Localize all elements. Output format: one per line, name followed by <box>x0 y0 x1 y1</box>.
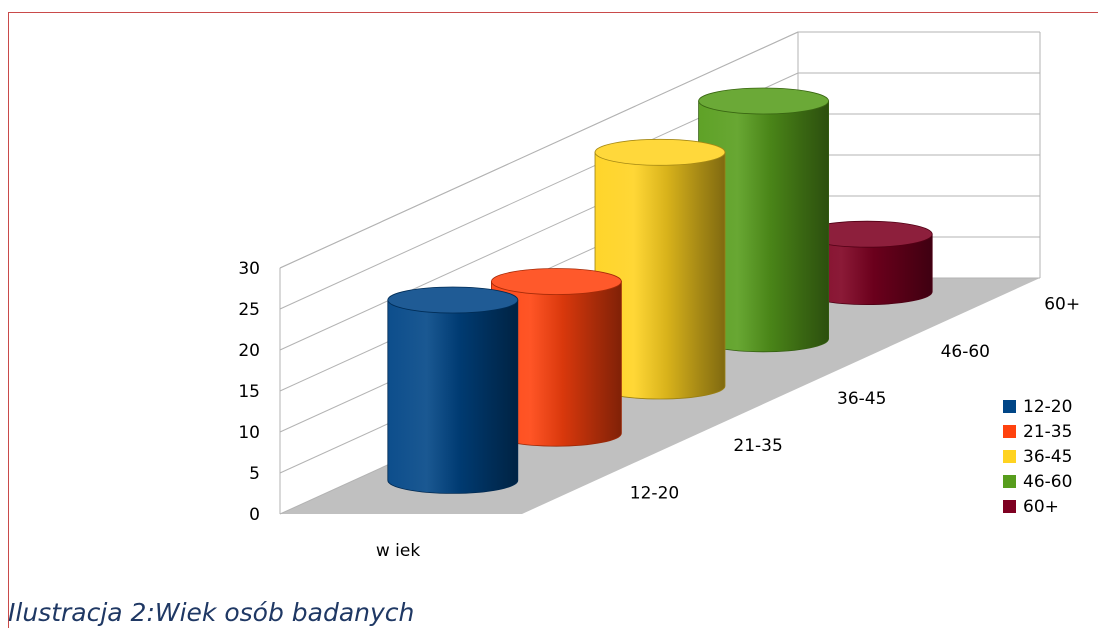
legend-item: 46-60 <box>1003 469 1072 494</box>
cylinder-top <box>387 286 519 314</box>
legend-item: 12-20 <box>1003 394 1072 419</box>
category-label: w iek <box>376 541 420 561</box>
cylinder-12-20 <box>387 286 519 494</box>
cylinders <box>387 87 933 494</box>
legend-swatch <box>1003 450 1016 463</box>
legend-label: 12-20 <box>1023 396 1073 417</box>
y-tick-label: 20 <box>238 341 260 361</box>
y-tick-label: 10 <box>238 423 260 443</box>
cylinder-46-60 <box>698 87 829 353</box>
legend-item: 21-35 <box>1003 419 1072 444</box>
figure-caption: Ilustracja 2:Wiek osób badanych <box>8 598 415 627</box>
y-tick-label: 30 <box>238 259 260 279</box>
cylinder-36-45 <box>594 138 726 400</box>
cylinder-top <box>698 87 829 115</box>
cylinder-top <box>491 268 622 295</box>
legend: 12-20 21-35 36-45 46-60 60+ <box>1003 394 1072 519</box>
legend-swatch <box>1003 500 1016 513</box>
cylinder-top <box>594 138 726 166</box>
chart-3d-cylinders: 0 5 10 15 20 25 30 60+ 46-60 36-45 21-35 12-20 w i… <box>238 31 1080 561</box>
legend-swatch <box>1003 475 1016 488</box>
depth-tick-label: 36-45 <box>837 389 886 409</box>
depth-tick-label: 46-60 <box>941 342 990 362</box>
gridline <box>279 31 799 269</box>
y-tick-label: 15 <box>238 382 260 402</box>
depth-axis: 60+ 46-60 36-45 21-35 12-20 <box>630 295 1080 504</box>
legend-item: 36-45 <box>1003 444 1072 469</box>
figure-frame <box>8 12 1098 628</box>
y-tick-label: 25 <box>238 300 260 320</box>
legend-label: 36-45 <box>1023 446 1073 467</box>
legend-label: 21-35 <box>1023 421 1073 442</box>
depth-tick-label: 12-20 <box>630 483 679 503</box>
legend-label: 60+ <box>1023 496 1059 517</box>
legend-label: 46-60 <box>1023 471 1073 492</box>
cylinder-body <box>387 299 519 494</box>
legend-swatch <box>1003 425 1016 438</box>
y-tick-label: 5 <box>249 464 260 484</box>
y-tick-label: 0 <box>249 505 260 525</box>
depth-tick-label: 21-35 <box>733 436 782 456</box>
legend-swatch <box>1003 400 1016 413</box>
legend-item: 60+ <box>1003 494 1072 519</box>
cylinder-21-35 <box>491 268 622 447</box>
depth-tick-label: 60+ <box>1044 295 1080 315</box>
